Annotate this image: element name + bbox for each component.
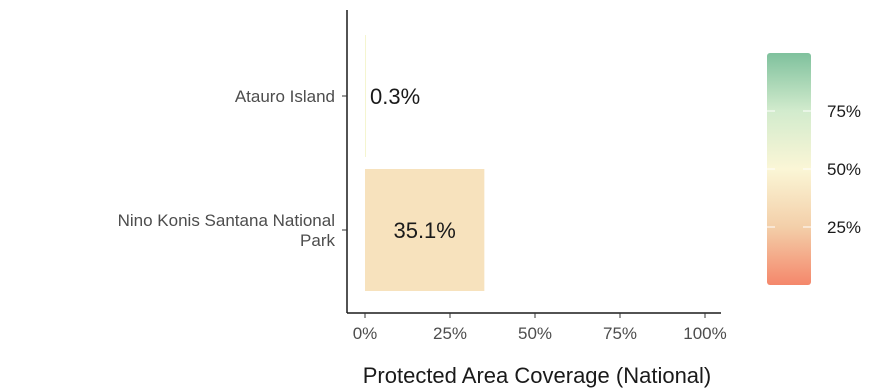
bar <box>365 169 485 291</box>
y-tick-label: Atauro Island <box>235 87 335 106</box>
x-tick-label: 25% <box>433 324 467 343</box>
colorbar-label: 25% <box>827 218 861 237</box>
colorbar-label: 75% <box>827 102 861 121</box>
x-tick-label: 50% <box>518 324 552 343</box>
colorbar-label: 50% <box>827 160 861 179</box>
bar <box>365 35 367 157</box>
y-tick-label: Nino Konis Santana National Park <box>118 211 336 250</box>
plot-area: 0.3% 35.1% <box>365 35 485 291</box>
axes: 0% 25% 50% 75% 100% Atauro Island Nino Konis S… <box>118 10 727 343</box>
x-tick-label: 0% <box>353 324 378 343</box>
x-axis-title: Protected Area Coverage (National) <box>363 363 712 388</box>
x-tick-label: 100% <box>683 324 726 343</box>
colorbar-legend: 25% 50% 75% <box>767 53 861 285</box>
x-tick-label: 75% <box>603 324 637 343</box>
colorbar <box>767 53 811 285</box>
data-label: 35.1% <box>393 218 455 243</box>
data-label: 0.3% <box>370 84 420 109</box>
